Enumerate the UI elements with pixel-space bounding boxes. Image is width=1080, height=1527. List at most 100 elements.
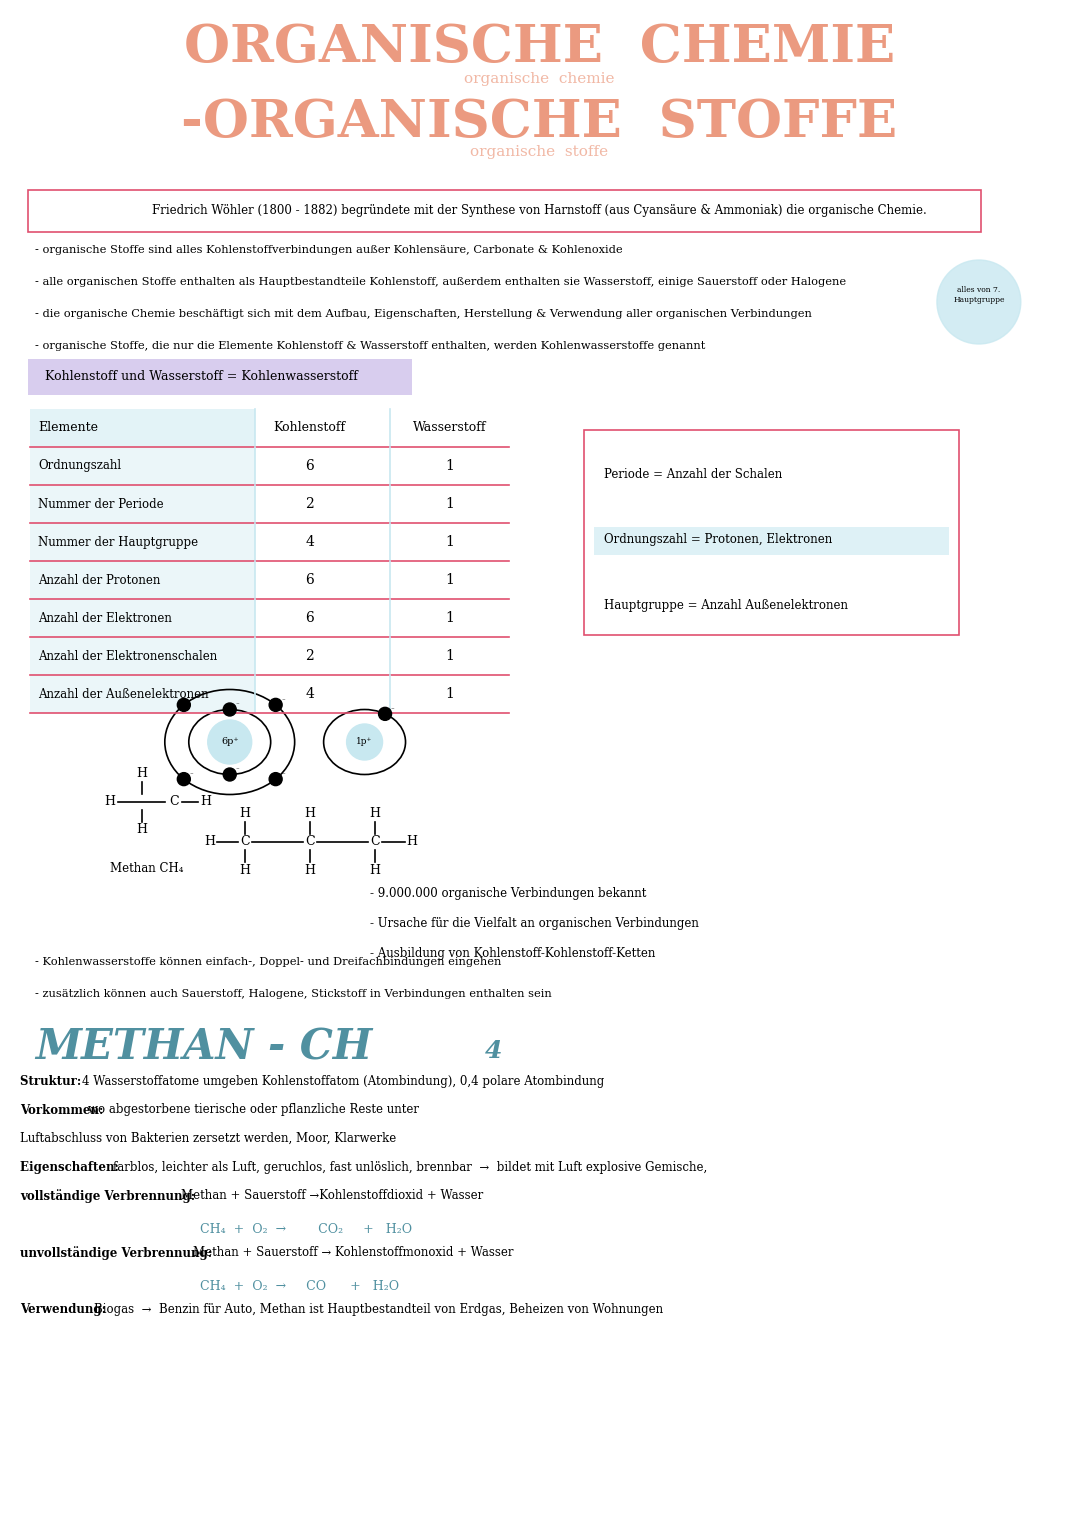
- FancyBboxPatch shape: [30, 447, 255, 486]
- Text: H: H: [369, 808, 380, 820]
- Text: ⁻: ⁻: [282, 698, 285, 704]
- Text: ⁻: ⁻: [390, 707, 394, 713]
- Text: Anzahl der Außenelektronen: Anzahl der Außenelektronen: [38, 687, 208, 701]
- Text: Elemente: Elemente: [38, 421, 98, 435]
- Text: Anzahl der Protonen: Anzahl der Protonen: [38, 574, 160, 586]
- Text: Anzahl der Elektronen: Anzahl der Elektronen: [38, 611, 172, 625]
- Text: Nummer der Hauptgruppe: Nummer der Hauptgruppe: [38, 536, 198, 548]
- Text: C: C: [305, 835, 314, 849]
- Text: CH₄  +  O₂  →     CO      +   H₂O: CH₄ + O₂ → CO + H₂O: [200, 1280, 399, 1293]
- Text: H: H: [239, 863, 251, 876]
- Text: - Ausbildung von Kohlenstoff-Kohlenstoff-Ketten: - Ausbildung von Kohlenstoff-Kohlenstoff…: [369, 947, 654, 960]
- Text: 1p⁺: 1p⁺: [356, 738, 373, 747]
- Text: Verwendung:: Verwendung:: [19, 1303, 110, 1316]
- Text: Anzahl der Elektronenschalen: Anzahl der Elektronenschalen: [38, 649, 217, 663]
- Text: - zusätzlich können auch Sauerstoff, Halogene, Stickstoff in Verbindungen enthal: - zusätzlich können auch Sauerstoff, Hal…: [35, 989, 552, 999]
- Text: Periode = Anzahl der Schalen: Periode = Anzahl der Schalen: [605, 469, 783, 481]
- Text: 2: 2: [306, 496, 314, 512]
- Text: Methan CH₄: Methan CH₄: [110, 863, 184, 875]
- Text: Hauptgruppe = Anzahl Außenelektronen: Hauptgruppe = Anzahl Außenelektronen: [605, 599, 848, 611]
- Text: 6: 6: [306, 460, 314, 473]
- Text: vollständige Verbrennung:: vollständige Verbrennung:: [19, 1190, 199, 1203]
- Circle shape: [269, 698, 282, 712]
- Text: ⁻: ⁻: [235, 768, 240, 774]
- Text: H: H: [136, 823, 147, 837]
- Text: Eigenschaften:: Eigenschaften:: [19, 1161, 123, 1174]
- Text: ⁻: ⁻: [235, 702, 240, 709]
- Text: 4: 4: [485, 1038, 502, 1063]
- Text: H: H: [136, 768, 147, 780]
- Text: - organische Stoffe sind alles Kohlenstoffverbindungen außer Kohlensäure, Carbon: - organische Stoffe sind alles Kohlensto…: [35, 244, 622, 255]
- Text: 4: 4: [306, 534, 314, 550]
- Text: CH₄  +  O₂  →        CO₂     +   H₂O: CH₄ + O₂ → CO₂ + H₂O: [200, 1223, 411, 1235]
- Text: H: H: [406, 835, 417, 849]
- Text: H: H: [200, 796, 212, 808]
- Text: C: C: [240, 835, 249, 849]
- FancyBboxPatch shape: [28, 189, 981, 232]
- FancyBboxPatch shape: [30, 599, 255, 637]
- Text: ORGANISCHE  CHEMIE: ORGANISCHE CHEMIE: [184, 21, 895, 73]
- Text: H: H: [239, 808, 251, 820]
- Text: C: C: [369, 835, 379, 849]
- Text: C: C: [168, 796, 178, 808]
- Text: farblos, leichter als Luft, geruchlos, fast unlöslich, brennbar  →  bildet mit L: farblos, leichter als Luft, geruchlos, f…: [113, 1161, 707, 1174]
- FancyBboxPatch shape: [30, 524, 255, 560]
- FancyBboxPatch shape: [30, 675, 255, 713]
- FancyBboxPatch shape: [28, 359, 411, 395]
- Text: - Ursache für die Vielfalt an organischen Verbindungen: - Ursache für die Vielfalt an organische…: [369, 918, 699, 930]
- Text: unvollständige Verbrennung:: unvollständige Verbrennung:: [19, 1246, 216, 1260]
- Text: 4 Wasserstoffatome umgeben Kohlenstoffatom (Atombindung), 0,4 polare Atombindung: 4 Wasserstoffatome umgeben Kohlenstoffat…: [82, 1075, 604, 1089]
- Text: 1: 1: [445, 611, 454, 625]
- FancyBboxPatch shape: [30, 637, 255, 675]
- Text: - die organische Chemie beschäftigt sich mit dem Aufbau, Eigenschaften, Herstell: - die organische Chemie beschäftigt sich…: [35, 308, 812, 319]
- Text: ⁻: ⁻: [190, 698, 193, 704]
- Text: 6: 6: [306, 611, 314, 625]
- Text: Kohlenstoff und Wasserstoff = Kohlenwasserstoff: Kohlenstoff und Wasserstoff = Kohlenwass…: [45, 371, 357, 383]
- Text: 1: 1: [445, 573, 454, 586]
- Text: Methan + Sauerstoff → Kohlenstoffmonoxid + Wasser: Methan + Sauerstoff → Kohlenstoffmonoxid…: [193, 1246, 514, 1258]
- Text: wo abgestorbene tierische oder pflanzliche Reste unter: wo abgestorbene tierische oder pflanzlic…: [89, 1104, 419, 1116]
- Text: Nummer der Periode: Nummer der Periode: [38, 498, 163, 510]
- Text: - Kohlenwasserstoffe können einfach-, Doppel- und Dreifachbindungen eingehen: - Kohlenwasserstoffe können einfach-, Do…: [35, 957, 501, 967]
- Circle shape: [224, 702, 237, 716]
- Text: METHAN - CH: METHAN - CH: [35, 1028, 373, 1069]
- Text: H: H: [105, 796, 116, 808]
- Text: Biogas  →  Benzin für Auto, Methan ist Hauptbestandteil von Erdgas, Beheizen von: Biogas → Benzin für Auto, Methan ist Hau…: [94, 1303, 663, 1316]
- Text: Luftabschluss von Bakterien zersetzt werden, Moor, Klarwerke: Luftabschluss von Bakterien zersetzt wer…: [19, 1132, 396, 1145]
- Text: H: H: [305, 808, 315, 820]
- Text: Ordnungszahl: Ordnungszahl: [38, 460, 121, 472]
- Text: 1: 1: [445, 460, 454, 473]
- Circle shape: [177, 698, 190, 712]
- Text: Ordnungszahl = Protonen, Elektronen: Ordnungszahl = Protonen, Elektronen: [605, 533, 833, 547]
- Text: 1: 1: [445, 687, 454, 701]
- Circle shape: [224, 768, 237, 780]
- Circle shape: [269, 773, 282, 785]
- Text: Methan + Sauerstoff →Kohlenstoffdioxid + Wasser: Methan + Sauerstoff →Kohlenstoffdioxid +…: [181, 1190, 483, 1202]
- Text: - organische Stoffe, die nur die Elemente Kohlenstoff & Wasserstoff enthalten, w: - organische Stoffe, die nur die Element…: [35, 341, 705, 351]
- Text: 2: 2: [306, 649, 314, 663]
- FancyBboxPatch shape: [594, 527, 949, 554]
- Text: Vorkommen:: Vorkommen:: [19, 1104, 108, 1116]
- Text: 1: 1: [445, 534, 454, 550]
- Circle shape: [207, 721, 252, 764]
- Circle shape: [177, 773, 190, 785]
- Text: - alle organischen Stoffe enthalten als Hauptbestandteile Kohlenstoff, außerdem : - alle organischen Stoffe enthalten als …: [35, 276, 846, 287]
- Text: 1: 1: [445, 496, 454, 512]
- Text: H: H: [305, 863, 315, 876]
- FancyBboxPatch shape: [30, 560, 255, 599]
- Text: Kohlenstoff: Kohlenstoff: [273, 421, 346, 435]
- Circle shape: [379, 707, 392, 721]
- Text: ⁻: ⁻: [190, 773, 193, 779]
- Text: 6: 6: [306, 573, 314, 586]
- Text: Wasserstoff: Wasserstoff: [413, 421, 486, 435]
- Text: 6p⁺: 6p⁺: [221, 738, 239, 747]
- Text: -ORGANISCHE  STOFFE: -ORGANISCHE STOFFE: [181, 98, 897, 148]
- Text: ⁻: ⁻: [282, 773, 285, 779]
- Text: 4: 4: [306, 687, 314, 701]
- Circle shape: [937, 260, 1021, 344]
- Circle shape: [347, 724, 382, 760]
- FancyBboxPatch shape: [30, 486, 255, 524]
- Text: alles von 7.
Hauptgruppe: alles von 7. Hauptgruppe: [954, 287, 1004, 304]
- FancyBboxPatch shape: [584, 431, 959, 635]
- Text: 1: 1: [445, 649, 454, 663]
